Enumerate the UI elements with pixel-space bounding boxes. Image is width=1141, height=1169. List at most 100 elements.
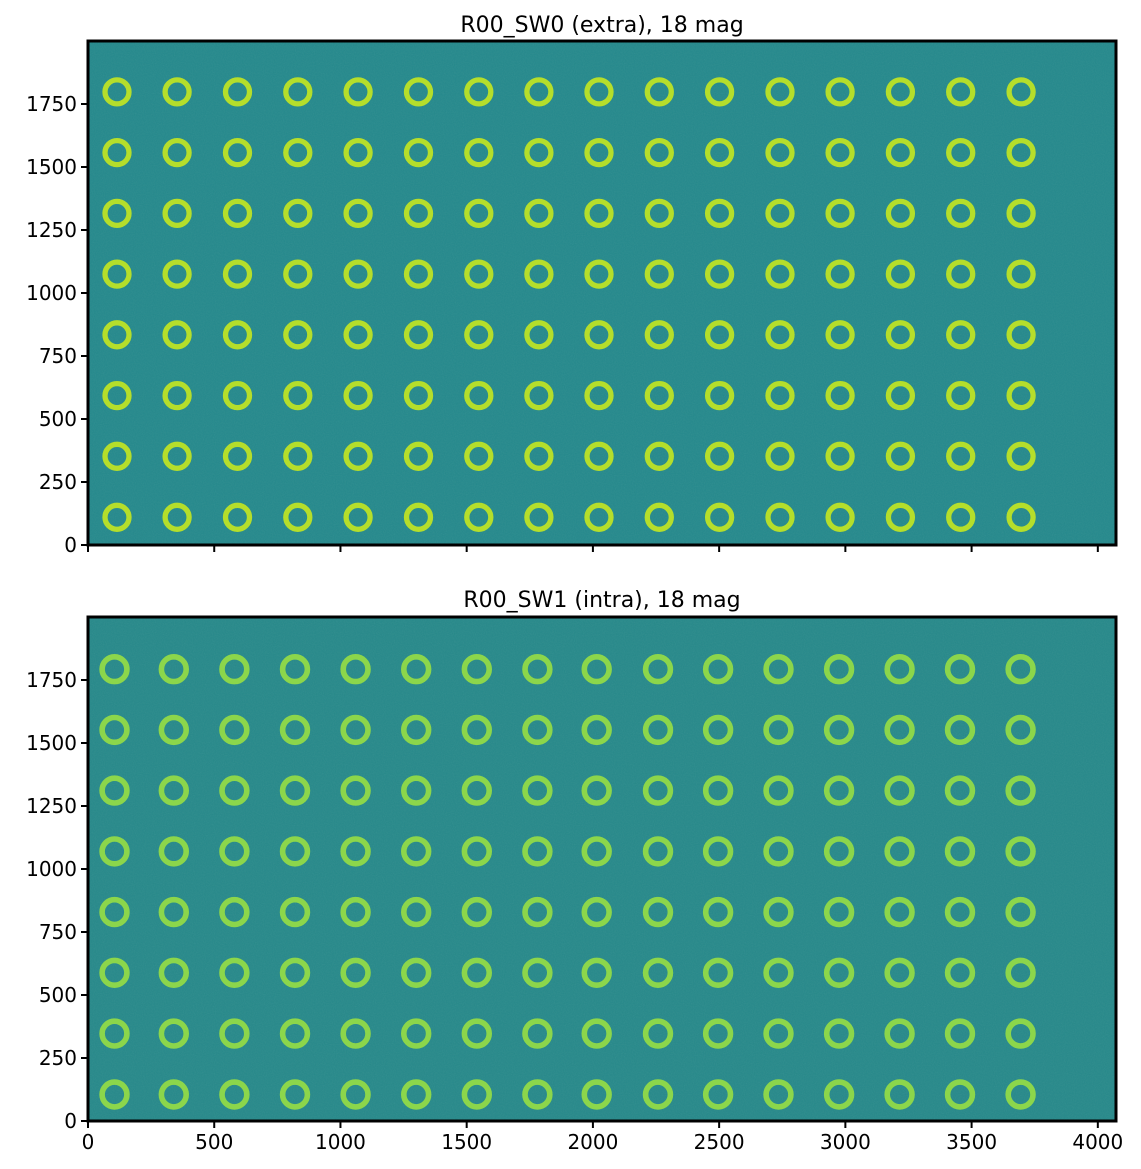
donut-5-3 xyxy=(283,198,313,229)
donut-3-10 xyxy=(704,320,735,350)
donut-2-0 xyxy=(99,957,130,988)
y-tick-label: 1500 xyxy=(26,155,77,179)
donut-4-8 xyxy=(581,836,612,867)
donut-7-11 xyxy=(763,653,794,685)
donut-4-7 xyxy=(522,836,553,867)
donut-4-9 xyxy=(642,836,674,867)
donut-5-9 xyxy=(644,198,674,229)
donut-4-6 xyxy=(461,836,492,867)
donut-4-2 xyxy=(222,259,253,289)
donut-0-4 xyxy=(343,502,373,532)
donut-7-13 xyxy=(884,653,915,685)
donut-6-15 xyxy=(1006,137,1036,168)
donut-1-15 xyxy=(1006,441,1036,471)
donut-7-4 xyxy=(343,77,373,107)
donut-2-3 xyxy=(283,380,313,411)
donut-1-2 xyxy=(219,1018,250,1049)
donut-1-5 xyxy=(401,1018,432,1049)
donut-6-13 xyxy=(884,714,915,746)
donut-5-5 xyxy=(403,198,434,229)
donut-7-2 xyxy=(219,653,250,685)
donut-4-11 xyxy=(763,836,794,867)
donut-0-3 xyxy=(283,502,313,532)
donut-1-6 xyxy=(464,441,494,471)
donut-3-4 xyxy=(340,896,371,928)
donut-2-6 xyxy=(464,380,494,411)
donut-2-14 xyxy=(946,380,976,411)
donut-5-1 xyxy=(162,198,192,229)
donut-0-1 xyxy=(162,502,192,532)
donut-0-8 xyxy=(581,1079,612,1110)
y-tick-label: 1750 xyxy=(26,92,77,116)
x-tick-label: 500 xyxy=(195,1130,233,1154)
donut-1-6 xyxy=(461,1018,492,1049)
donut-0-6 xyxy=(464,502,494,532)
donut-1-1 xyxy=(162,441,192,471)
donut-1-12 xyxy=(823,1018,855,1049)
donut-4-3 xyxy=(279,836,311,867)
donut-3-7 xyxy=(524,320,554,350)
donut-3-6 xyxy=(464,320,494,350)
donut-5-12 xyxy=(823,775,855,806)
donut-4-3 xyxy=(283,259,313,289)
donut-1-14 xyxy=(946,441,976,471)
donut-0-0 xyxy=(102,502,132,532)
donut-4-4 xyxy=(340,836,371,867)
y-axis: 0 250 500 750 1000 1250 1500 1750 xyxy=(26,92,88,557)
donut-7-15 xyxy=(1005,653,1036,685)
donut-5-2 xyxy=(222,198,253,229)
donut-7-8 xyxy=(584,77,614,107)
donut-2-13 xyxy=(885,380,916,411)
donut-6-1 xyxy=(162,137,192,168)
donut-7-9 xyxy=(642,653,674,685)
donut-6-3 xyxy=(279,714,311,746)
donut-3-14 xyxy=(946,320,976,350)
y-tick-label: 0 xyxy=(64,533,77,557)
donut-3-2 xyxy=(222,320,253,350)
donut-4-5 xyxy=(401,836,432,867)
donut-7-12 xyxy=(825,77,855,107)
donut-5-14 xyxy=(944,775,976,806)
y-tick-label: 250 xyxy=(39,1046,77,1070)
x-tick-label: 3500 xyxy=(946,1130,997,1154)
donut-5-1 xyxy=(158,775,190,806)
donut-1-11 xyxy=(765,441,795,471)
donut-3-15 xyxy=(1006,320,1036,350)
donut-2-7 xyxy=(522,957,553,988)
donut-7-15 xyxy=(1006,77,1036,107)
donut-6-10 xyxy=(702,714,734,746)
donut-6-10 xyxy=(704,137,735,168)
donut-1-15 xyxy=(1005,1018,1036,1049)
y-tick-label: 750 xyxy=(39,920,77,944)
donut-4-1 xyxy=(158,836,190,867)
donut-2-9 xyxy=(644,380,674,411)
donut-group xyxy=(102,77,1036,532)
donut-6-5 xyxy=(403,137,434,168)
y-tick-label: 1000 xyxy=(26,857,77,881)
donut-0-15 xyxy=(1005,1079,1036,1110)
donut-6-6 xyxy=(464,137,494,168)
donut-7-2 xyxy=(222,77,253,107)
donut-1-0 xyxy=(99,1018,130,1049)
x-axis: 0 500 1000 1500 2000 2500 3000 3500 4000 xyxy=(82,1121,1123,1154)
donut-3-6 xyxy=(461,896,492,928)
donut-4-12 xyxy=(825,259,855,289)
y-tick-label: 750 xyxy=(39,344,77,368)
chart-panel-intra: R00_SW1 (intra), 18 mag 0 250 500 750 1000 12… xyxy=(26,588,1123,1154)
donut-6-15 xyxy=(1005,714,1036,746)
donut-7-7 xyxy=(524,77,554,107)
chart-title: R00_SW1 (intra), 18 mag xyxy=(463,588,740,613)
donut-3-4 xyxy=(343,320,373,350)
donut-4-12 xyxy=(823,836,855,867)
donut-7-14 xyxy=(944,653,976,685)
donut-2-8 xyxy=(584,380,614,411)
donut-3-0 xyxy=(102,320,132,350)
donut-6-2 xyxy=(219,714,250,746)
x-tick-label: 2000 xyxy=(567,1130,618,1154)
donut-1-8 xyxy=(581,1018,612,1049)
donut-0-8 xyxy=(584,502,614,532)
donut-0-15 xyxy=(1006,502,1036,532)
donut-7-5 xyxy=(401,653,432,685)
donut-2-5 xyxy=(401,957,432,988)
